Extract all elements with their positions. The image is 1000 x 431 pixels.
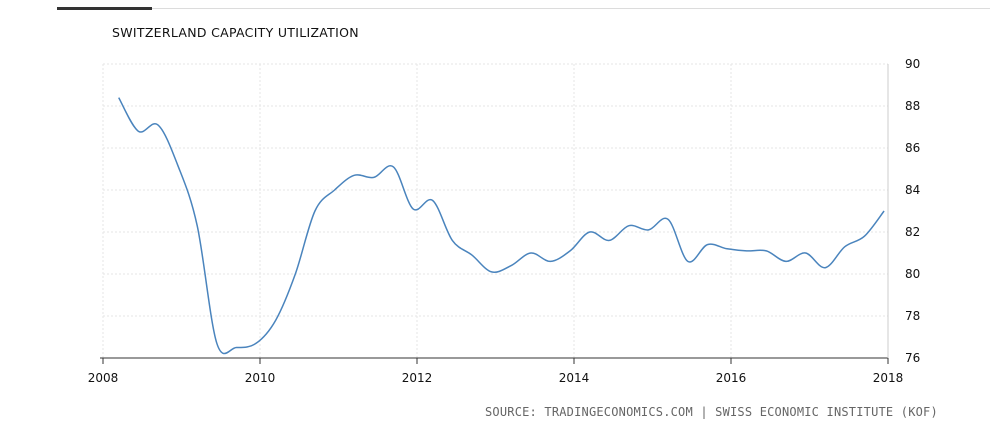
y-tick-label: 88: [905, 99, 920, 113]
x-tick-label: 2012: [402, 371, 433, 385]
x-tick-label: 2010: [245, 371, 276, 385]
y-axis: 76 78 80 82 84 86 88 90: [887, 57, 920, 365]
top-rule-accent: [57, 7, 152, 10]
x-tick-label: 2018: [873, 371, 904, 385]
grid: [102, 63, 889, 359]
top-rule: [57, 8, 990, 9]
x-tick-label: 2014: [559, 371, 590, 385]
y-tick-label: 90: [905, 57, 920, 71]
y-tick-label: 84: [905, 183, 920, 197]
series-group: [118, 97, 885, 355]
x-tick-label: 2016: [716, 371, 747, 385]
y-tick-label: 76: [905, 351, 920, 365]
y-tick-label: 86: [905, 141, 920, 155]
y-tick-label: 78: [905, 309, 920, 323]
chart-title: SWITZERLAND CAPACITY UTILIZATION: [112, 25, 359, 40]
x-tick-label: 2008: [88, 371, 119, 385]
source-note: SOURCE: TRADINGECONOMICS.COM | SWISS ECO…: [485, 405, 938, 419]
series-line: [118, 97, 885, 355]
x-axis: 2008 2010 2012 2014 2016 2018: [88, 357, 904, 385]
y-tick-label: 80: [905, 267, 920, 281]
y-tick-label: 82: [905, 225, 920, 239]
